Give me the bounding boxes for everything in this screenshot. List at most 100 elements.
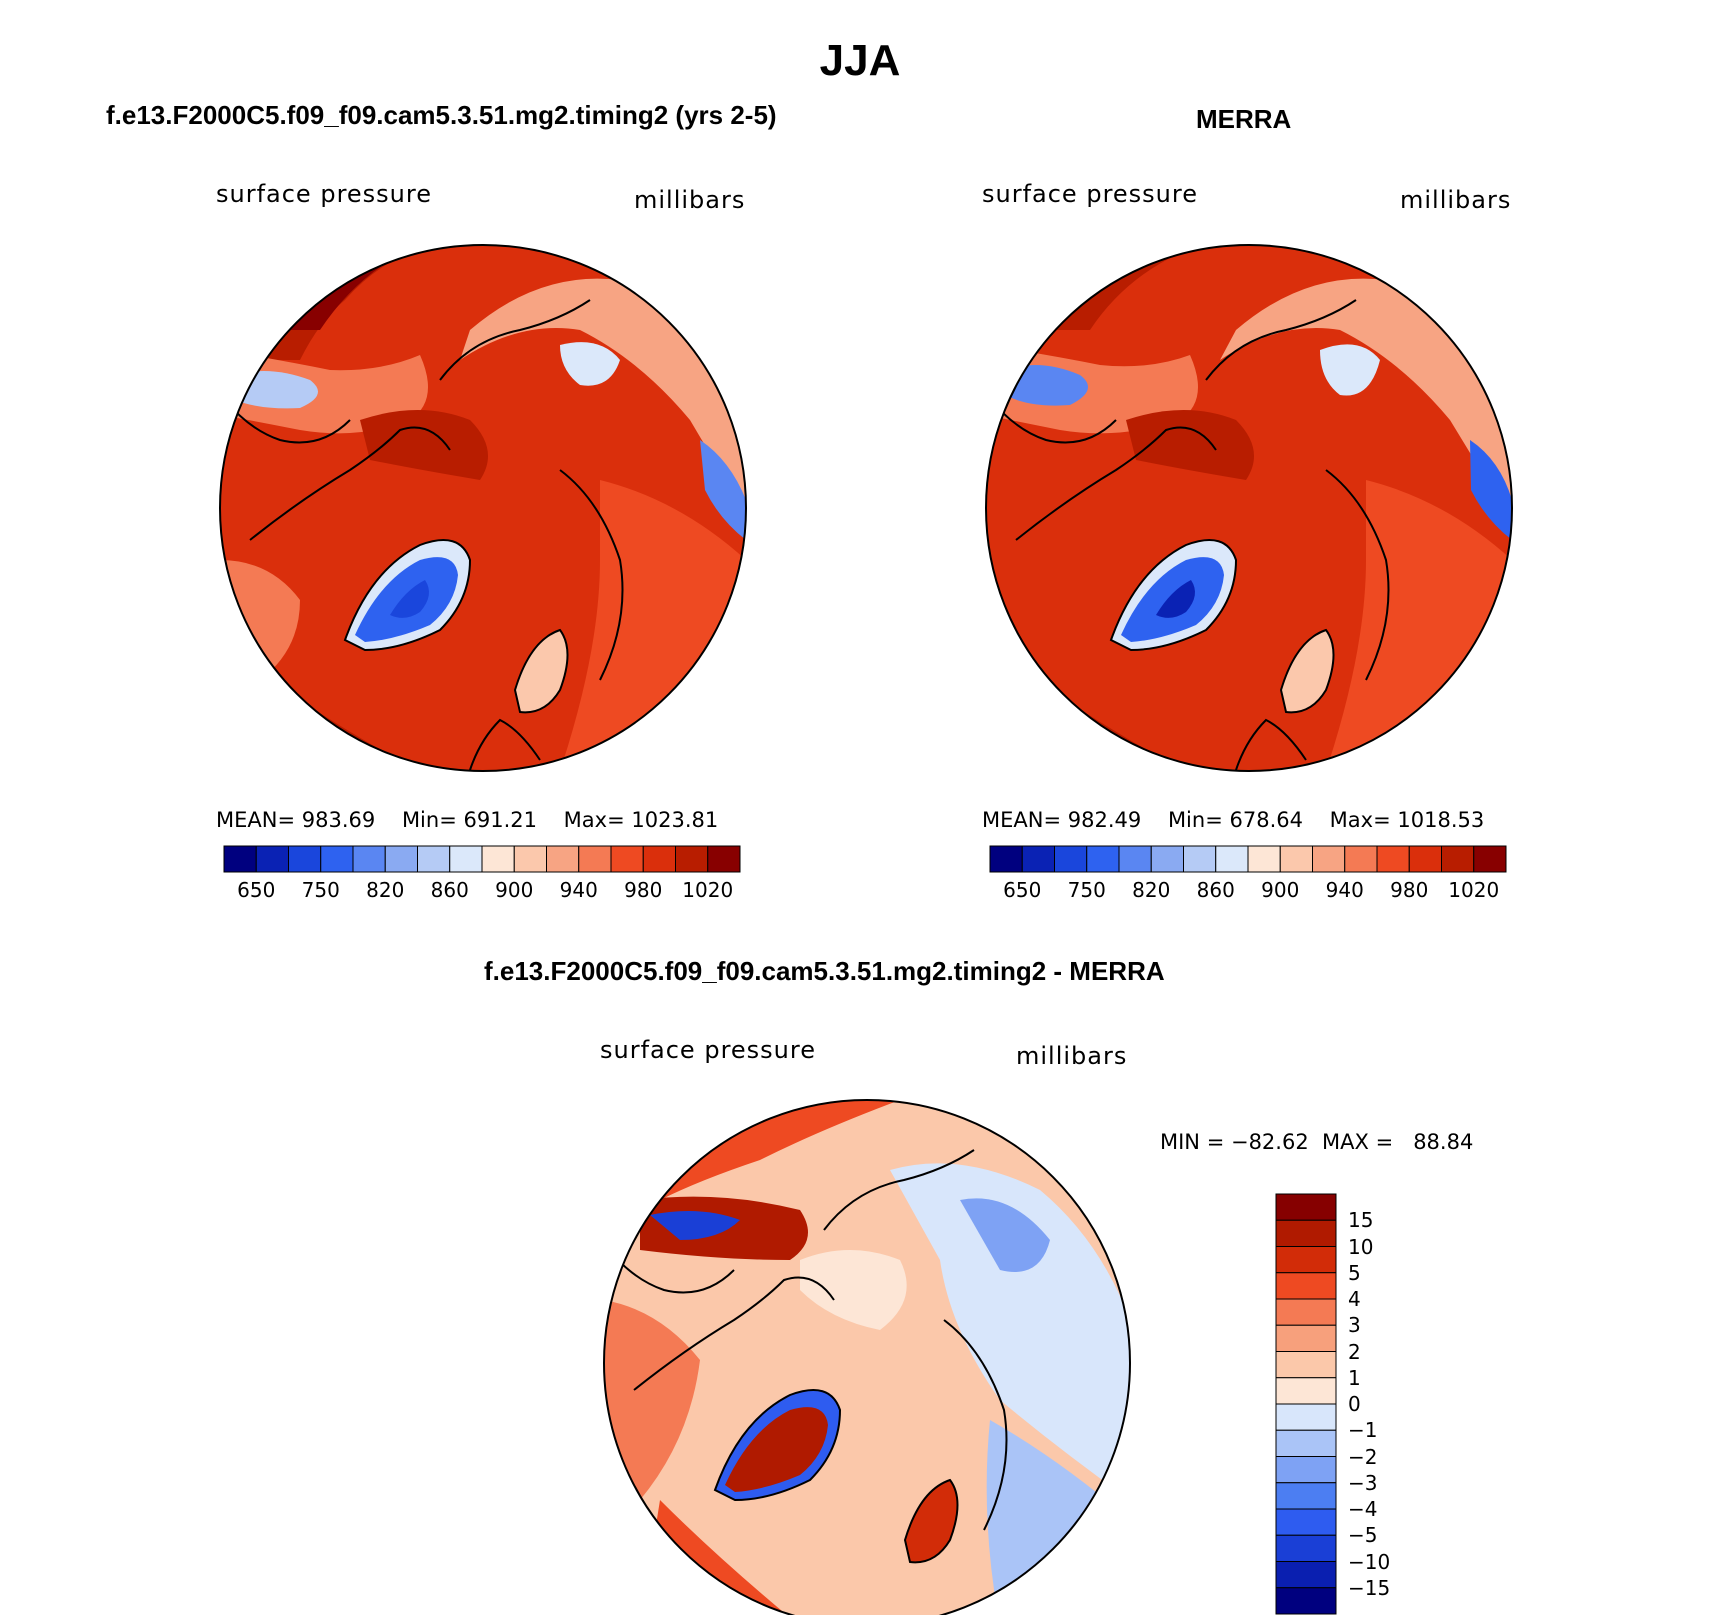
panel-2-map: [985, 244, 1513, 772]
colorbar-1-swatch: [352, 845, 386, 873]
panel-2-min-label: Min=: [1167, 808, 1223, 832]
colorbar-1-tick-label: 860: [430, 878, 469, 902]
colorbar-3-swatch: [1275, 1377, 1337, 1405]
colorbar-2-swatch: [1247, 845, 1281, 873]
panel-3-variable-label: surface pressure: [600, 1036, 816, 1064]
map-3-outline: [603, 1099, 1131, 1615]
colorbar-1: [223, 845, 741, 873]
colorbar-2-swatch: [1183, 845, 1217, 873]
map-3-coastlines: [608, 1149, 1008, 1564]
map-3-alaska-negative: [650, 1211, 740, 1240]
panel-1-map: [219, 244, 747, 772]
panel-1-max-value: 1023.81: [631, 808, 719, 832]
map-2-siberia-plateau: [1220, 278, 1512, 520]
panel-1-max-label: Max=: [563, 808, 625, 832]
colorbar-3-swatch: [1275, 1508, 1337, 1536]
colorbar-1-swatch: [610, 845, 644, 873]
panel-2-variable-label: surface pressure: [982, 180, 1198, 208]
panel-2-units-label: millibars: [1400, 186, 1512, 214]
map-1-arctic-high: [360, 410, 488, 480]
colorbar-2-swatch: [1344, 845, 1378, 873]
colorbar-1-swatch: [223, 845, 257, 873]
panel-2-min-value: 678.64: [1229, 808, 1303, 832]
panel-1-stats: MEAN= 983.69 Min= 691.21 Max= 1023.81: [216, 808, 718, 832]
colorbar-3-swatch: [1275, 1246, 1337, 1274]
panel-2-mean-value: 982.49: [1067, 808, 1142, 832]
colorbar-2-tick-label: 1020: [1448, 878, 1500, 902]
map-3-siberia-negative: [890, 1163, 1130, 1500]
panel-1-min-value: 691.21: [463, 808, 537, 832]
colorbar-3-tick-label: 0: [1348, 1392, 1361, 1416]
colorbar-1-swatch: [384, 845, 418, 873]
colorbar-3-swatch: [1275, 1561, 1337, 1589]
colorbar-3-swatch: [1275, 1298, 1337, 1326]
colorbar-2-swatch: [1408, 845, 1442, 873]
colorbar-2-swatch: [1473, 845, 1507, 873]
map-3-scandinavia: [905, 1480, 958, 1563]
colorbar-3-swatch: [1275, 1351, 1337, 1379]
colorbar-3-tick-label: 2: [1348, 1339, 1361, 1364]
colorbar-2-tick-label: 980: [1390, 878, 1429, 902]
colorbar-2-swatch: [989, 845, 1023, 873]
map-2-outline: [985, 244, 1513, 772]
colorbar-3-tick-label: −4: [1348, 1497, 1378, 1521]
colorbar-3-tick-label: −10: [1348, 1549, 1391, 1574]
map-1-siberia-light: [560, 342, 620, 386]
panel-1-min-label: Min=: [401, 808, 457, 832]
map-3-pacific-positive: [604, 1300, 700, 1500]
map-1-alaska-region: [220, 350, 428, 434]
map-1-coastlines: [224, 299, 624, 771]
panel-1-variable-label: surface pressure: [216, 180, 432, 208]
colorbar-1-swatch: [578, 845, 612, 873]
colorbar-2-swatch: [1054, 845, 1088, 873]
map-1-rockies-low: [235, 371, 318, 409]
colorbar-2-swatch: [1118, 845, 1152, 873]
colorbar-1-swatch: [320, 845, 354, 873]
panel-2-max-label: Max=: [1329, 808, 1391, 832]
panel-2-stats: MEAN= 982.49 Min= 678.64 Max= 1018.53: [982, 808, 1484, 832]
map-2-greenland-core: [1156, 580, 1195, 618]
colorbar-2-swatch: [1086, 845, 1120, 873]
colorbar-1-tick-label: 940: [559, 878, 598, 902]
colorbar-3-tick-label: −1: [1348, 1418, 1378, 1443]
map-2-siberia-light: [1320, 344, 1380, 396]
panel-2-max-value: 1018.53: [1397, 808, 1485, 832]
map-2-arctic-high: [1126, 410, 1254, 480]
colorbar-1-swatch: [707, 845, 741, 873]
panel-1-title: f.e13.F2000C5.f09_f09.cam5.3.51.mg2.timi…: [106, 100, 777, 130]
colorbar-2-tick-label: 940: [1325, 878, 1364, 902]
colorbar-1-swatch: [288, 845, 322, 873]
panel-3-map: [603, 1099, 1131, 1615]
colorbar-3-tick-label: −5: [1348, 1523, 1378, 1548]
colorbar-3-tick-label: −15: [1348, 1575, 1391, 1600]
map-2-tibet-low: [1470, 440, 1512, 540]
colorbar-3-swatch: [1275, 1482, 1337, 1510]
colorbar-3-swatch: [1275, 1324, 1337, 1352]
colorbar-1-swatch: [642, 845, 676, 873]
colorbar-1-tick-label: 820: [366, 878, 405, 902]
colorbar-3-swatch: [1275, 1193, 1337, 1221]
colorbar-1-swatch: [417, 845, 451, 873]
map-2-rockies-low: [1005, 365, 1088, 406]
panel-1-units-label: millibars: [634, 186, 746, 214]
map-1-tibet-low: [700, 440, 746, 540]
map-3-siberia-mid: [960, 1198, 1050, 1272]
map-1-scandinavia: [515, 630, 568, 713]
colorbar-2-tick-label: 750: [1067, 878, 1106, 902]
colorbar-3-swatch: [1275, 1534, 1337, 1562]
colorbar-3-swatch: [1275, 1403, 1337, 1431]
colorbar-3-tick-label: 1: [1348, 1365, 1361, 1390]
colorbar-1-tick-label: 1020: [682, 878, 734, 902]
colorbar-3-swatch: [1275, 1587, 1337, 1615]
colorbar-2-swatch: [1376, 845, 1410, 873]
colorbar-2: [989, 845, 1507, 873]
map-3-greenland-positive: [725, 1407, 828, 1492]
map-1-greenland-core: [390, 580, 429, 618]
panel-2-title: MERRA: [1196, 104, 1292, 134]
colorbar-3-swatch: [1275, 1272, 1337, 1300]
colorbar-3-tick-label: 5: [1348, 1260, 1361, 1285]
colorbar-2-swatch: [1279, 845, 1313, 873]
colorbar-2-swatch: [1215, 845, 1249, 873]
colorbar-1-swatch: [481, 845, 515, 873]
